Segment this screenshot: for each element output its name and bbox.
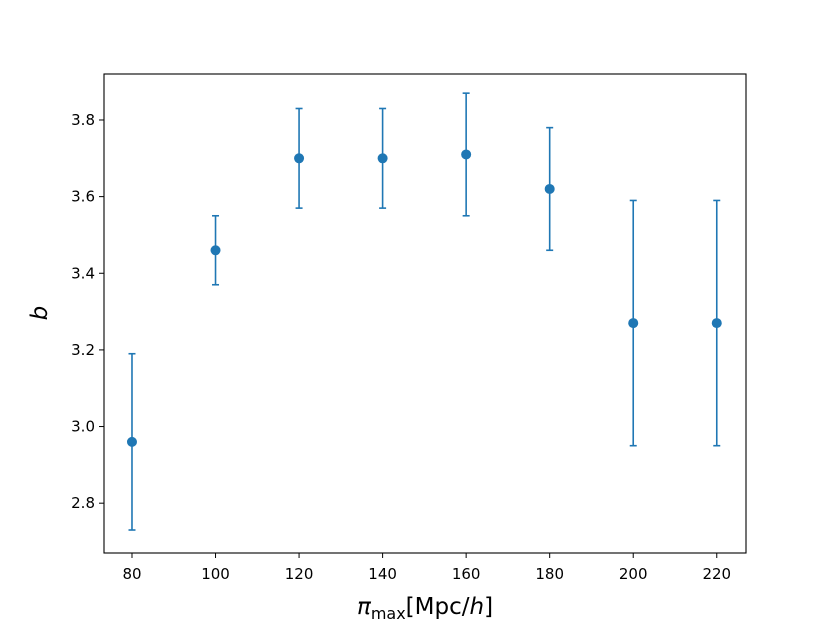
y-tick-label: 3.0 — [71, 418, 95, 436]
data-point — [377, 153, 388, 164]
data-point — [711, 318, 722, 329]
x-tick-label: 140 — [368, 565, 397, 583]
x-tick-label: 160 — [452, 565, 481, 583]
x-axis-label-symbol: π — [357, 594, 372, 620]
x-tick-label: 120 — [285, 565, 314, 583]
x-axis-label-unit-var: h — [469, 594, 484, 620]
data-point — [461, 149, 472, 160]
x-axis-label-unit-close: ] — [484, 594, 493, 620]
y-tick-label: 3.2 — [71, 341, 95, 359]
y-tick-label: 3.8 — [71, 111, 95, 129]
y-tick-label: 2.8 — [71, 494, 95, 512]
data-point — [628, 318, 639, 329]
x-axis-label-unit-open: [Mpc/ — [406, 594, 470, 620]
x-tick-label: 180 — [535, 565, 564, 583]
y-tick-label: 3.6 — [71, 188, 95, 206]
data-point — [294, 153, 305, 164]
data-point — [126, 436, 137, 447]
x-tick-label: 100 — [201, 565, 230, 583]
x-tick-label: 220 — [702, 565, 731, 583]
x-axis-label: πmax[Mpc/h] — [357, 594, 493, 623]
data-point — [544, 183, 555, 194]
data-point — [210, 245, 221, 256]
x-tick-label: 80 — [122, 565, 141, 583]
x-axis-ticks: 80 100 120 140 160 180 200 220 — [122, 553, 731, 583]
x-axis-label-subscript: max — [371, 604, 406, 623]
y-axis-ticks: 2.8 3.0 3.2 3.4 3.6 3.8 — [71, 111, 104, 512]
axes-frame — [103, 73, 747, 554]
y-tick-label: 3.4 — [71, 264, 95, 282]
y-axis-label: b — [27, 306, 53, 321]
x-tick-label: 200 — [619, 565, 648, 583]
data-points — [126, 149, 722, 447]
